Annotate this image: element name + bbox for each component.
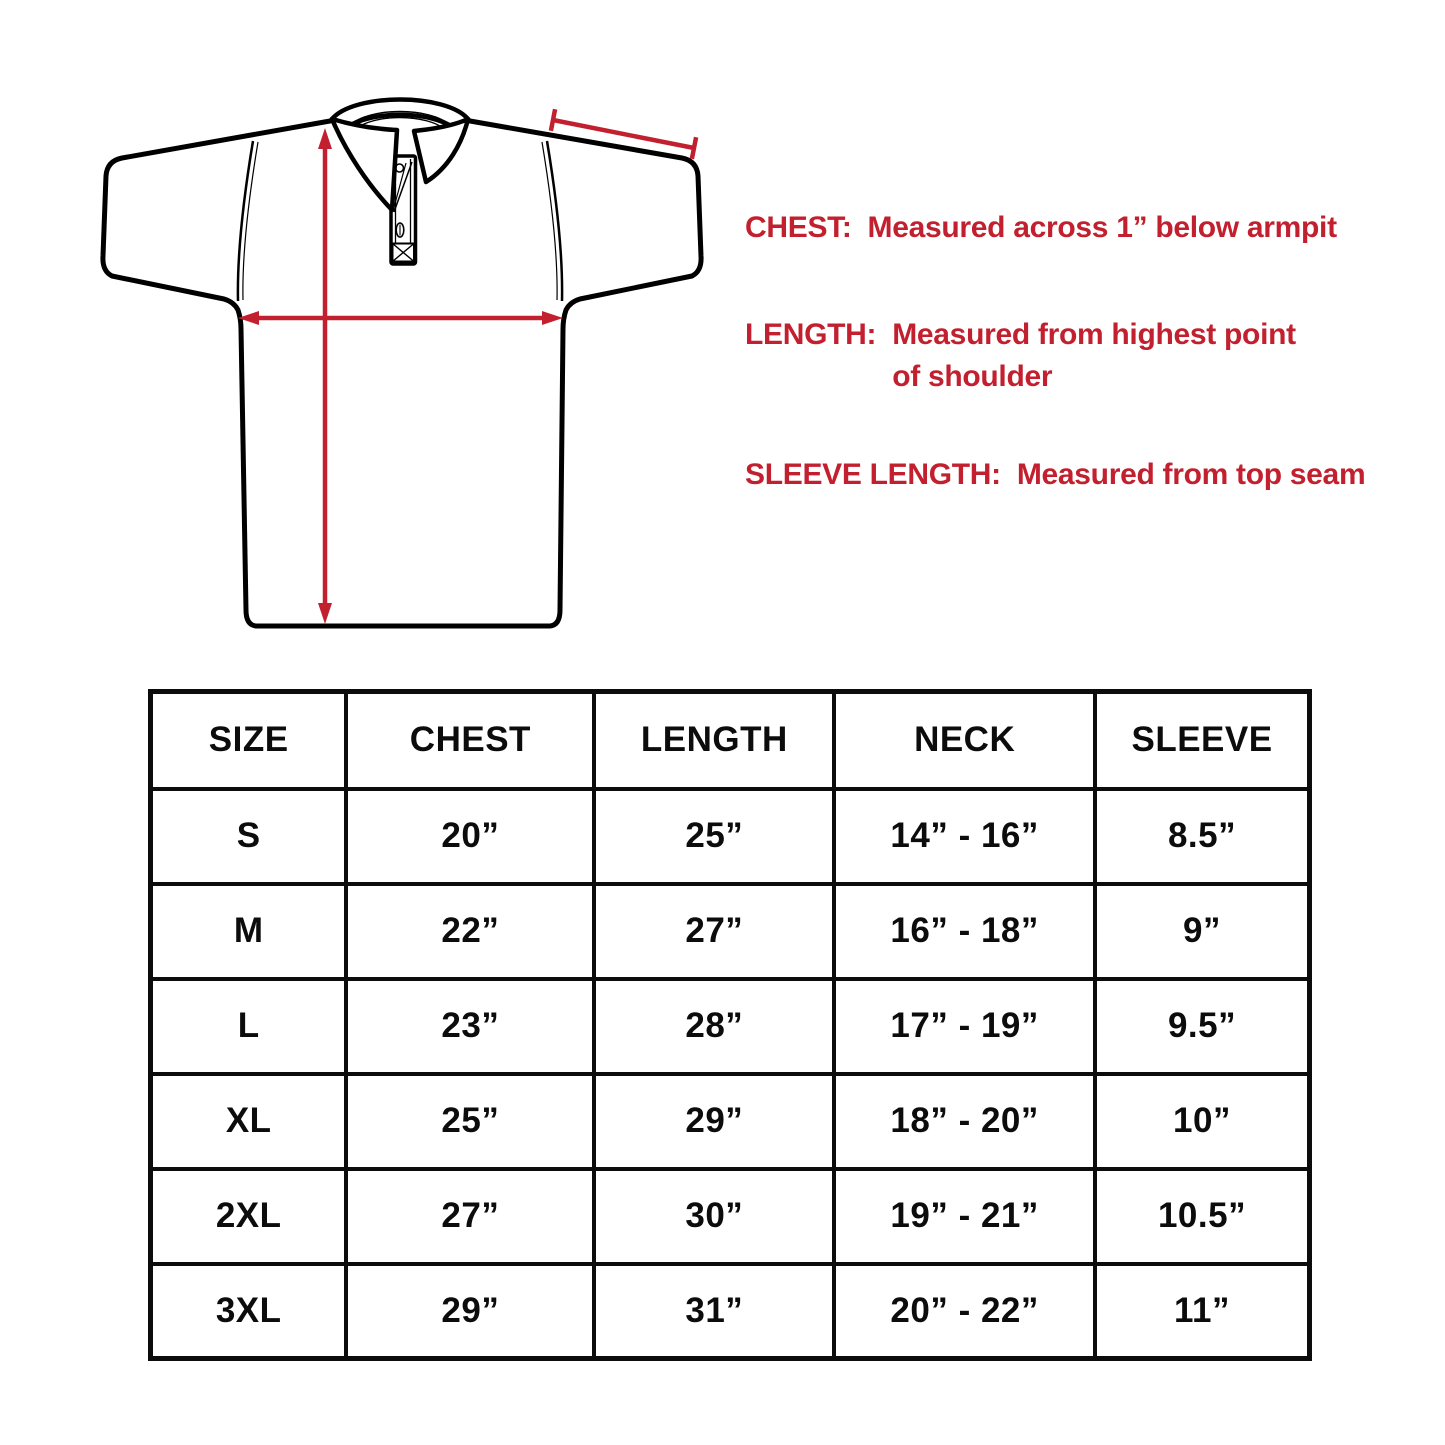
size-cell: 2XL bbox=[148, 1166, 349, 1266]
table-row: 3XL 29” 31” 20” - 22” 11” bbox=[148, 1261, 1312, 1361]
column-header: SLEEVE bbox=[1093, 689, 1312, 791]
size-cell: S bbox=[148, 786, 349, 886]
size-cell: L bbox=[148, 976, 349, 1076]
note-chest-label: CHEST: bbox=[745, 211, 852, 244]
table-row: S 20” 25” 14” - 16” 8.5” bbox=[148, 786, 1312, 886]
column-header: LENGTH bbox=[592, 689, 837, 791]
collar-left-flap bbox=[329, 116, 400, 213]
note-sleeve-label: SLEEVE LENGTH: bbox=[745, 458, 1001, 491]
measurement-cell: 29” bbox=[592, 1071, 837, 1171]
length-arrow bbox=[318, 128, 332, 624]
measurement-cell: 10” bbox=[1093, 1071, 1312, 1171]
note-sleeve-text: Measured from top seam bbox=[1016, 458, 1366, 491]
measurement-cell: 25” bbox=[344, 1071, 597, 1171]
note-length-text: Measured from highest point of shoulder bbox=[892, 318, 1296, 393]
right-armhole-seam-stitch bbox=[541, 141, 558, 301]
measurement-cell: 19” - 21” bbox=[832, 1166, 1098, 1266]
right-armhole-seam bbox=[545, 140, 564, 302]
size-cell: XL bbox=[148, 1071, 349, 1171]
left-armhole-seam bbox=[236, 140, 255, 302]
size-cell: M bbox=[148, 881, 349, 981]
header-row: SIZE CHEST LENGTH NECK SLEEVE bbox=[148, 689, 1312, 791]
measurement-cell: 9.5” bbox=[1093, 976, 1312, 1076]
column-header: NECK bbox=[832, 689, 1098, 791]
measurement-cell: 10.5” bbox=[1093, 1166, 1312, 1266]
size-chart-table: SIZE CHEST LENGTH NECK SLEEVE S 20” 25” 14” - 16… bbox=[148, 689, 1312, 1361]
measurement-cell: 20” bbox=[344, 786, 597, 886]
measurement-cell: 20” - 22” bbox=[832, 1261, 1098, 1361]
note-length-label: LENGTH: bbox=[745, 318, 877, 351]
collar-right-flap bbox=[411, 116, 471, 185]
polo-shirt-drawing bbox=[100, 97, 704, 629]
chest-arrow bbox=[238, 311, 563, 325]
size-cell: 3XL bbox=[148, 1261, 349, 1361]
table-row: M 22” 27” 16” - 18” 9” bbox=[148, 881, 1312, 981]
measurement-cell: 28” bbox=[592, 976, 837, 1076]
measurement-arrows bbox=[238, 108, 699, 624]
measurement-cell: 27” bbox=[344, 1166, 597, 1266]
note-sleeve: SLEEVE LENGTH: Measured from top seam bbox=[745, 454, 1366, 496]
measurement-cell: 31” bbox=[592, 1261, 837, 1361]
measurement-cell: 23” bbox=[344, 976, 597, 1076]
measurement-cell: 22” bbox=[344, 881, 597, 981]
sleeve-dimension-line bbox=[548, 108, 699, 160]
measurement-cell: 29” bbox=[344, 1261, 597, 1361]
column-header: CHEST bbox=[344, 689, 597, 791]
table-row: L 23” 28” 17” - 19” 9.5” bbox=[148, 976, 1312, 1076]
measurement-cell: 18” - 20” bbox=[832, 1071, 1098, 1171]
measurement-cell: 16” - 18” bbox=[832, 881, 1098, 981]
note-chest: CHEST: Measured across 1” below armpit bbox=[745, 207, 1337, 249]
left-armhole-seam-stitch bbox=[242, 141, 259, 301]
measurement-cell: 8.5” bbox=[1093, 786, 1312, 886]
collar bbox=[329, 97, 471, 213]
measurement-cell: 14” - 16” bbox=[832, 786, 1098, 886]
table-row: 2XL 27” 30” 19” - 21” 10.5” bbox=[148, 1166, 1312, 1266]
measurement-cell: 30” bbox=[592, 1166, 837, 1266]
note-chest-text: Measured across 1” below armpit bbox=[867, 211, 1338, 244]
table-row: XL 25” 29” 18” - 20” 10” bbox=[148, 1071, 1312, 1171]
note-length: LENGTH: Measured from highest point of sh… bbox=[745, 314, 1296, 398]
column-header: SIZE bbox=[148, 689, 349, 791]
measurement-cell: 17” - 19” bbox=[832, 976, 1098, 1076]
measurement-cell: 25” bbox=[592, 786, 837, 886]
measurement-cell: 11” bbox=[1093, 1261, 1312, 1361]
shirt-outline bbox=[100, 107, 704, 629]
measurement-cell: 9” bbox=[1093, 881, 1312, 981]
measurement-cell: 27” bbox=[592, 881, 837, 981]
